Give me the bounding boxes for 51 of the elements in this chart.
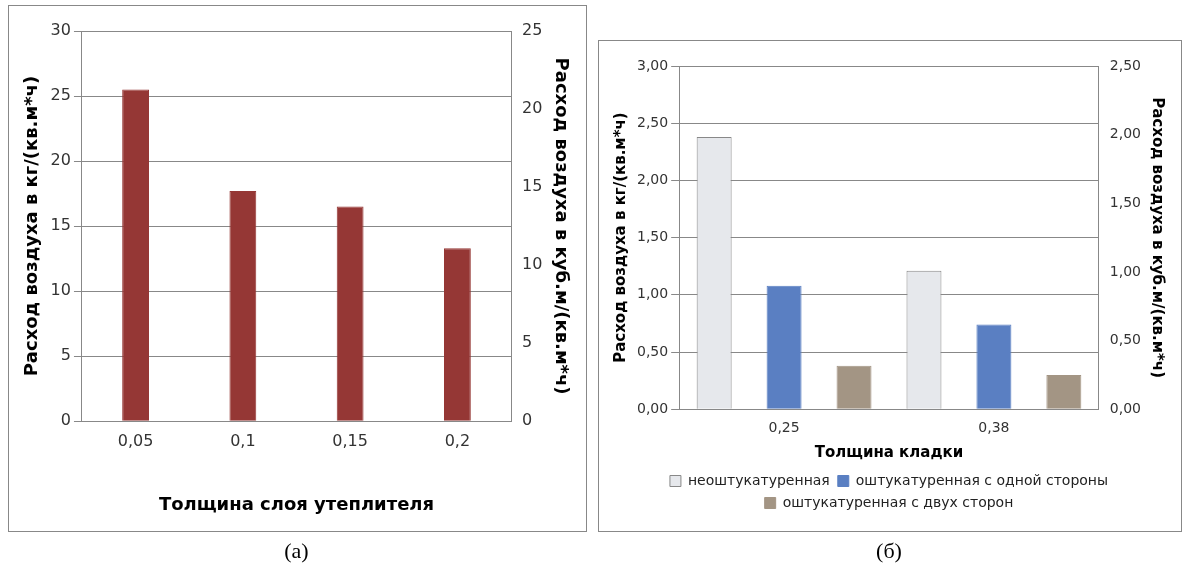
y-tick-label: 0,50 <box>637 342 669 359</box>
y-tick-label: 0 <box>60 410 71 430</box>
bar <box>444 248 471 421</box>
legend-label: оштукатуренная с одной стороны <box>855 471 1109 488</box>
y2-tick-label: 0,00 <box>1109 399 1141 416</box>
y2-tick-label: 0,50 <box>1109 331 1141 348</box>
x-tick-label: 0,05 <box>117 430 154 450</box>
bar <box>122 89 149 421</box>
legend-label: неоштукатуренная <box>687 471 830 488</box>
y2-tick-label: 0 <box>522 410 533 430</box>
legend-label: оштукатуренная с двух сторон <box>782 493 1014 510</box>
y-tick-label: 30 <box>50 20 71 40</box>
y-axis-title: Расход воздуха в кг/(кв.м*ч) <box>20 75 42 377</box>
bar <box>766 285 802 409</box>
y-tick-label: 10 <box>50 280 71 300</box>
y-tick-label: 5 <box>60 345 71 365</box>
y2-axis-title: Расход воздуха в куб.м/(кв.м*ч) <box>1149 97 1168 379</box>
y-tick-label: 2,00 <box>637 171 669 188</box>
y-tick-label: 2,50 <box>637 113 669 130</box>
y2-tick-label: 1,50 <box>1109 193 1141 210</box>
y2-tick-label: 15 <box>522 176 543 196</box>
y2-tick-label: 20 <box>522 98 543 118</box>
y-axis-title: Расход воздуха в кг/(кв.м*ч) <box>610 112 629 363</box>
x-axis-title: Толщина слоя утеплителя <box>158 492 435 514</box>
x-tick-label: 0,38 <box>978 419 1010 436</box>
y-tick-label: 0,00 <box>637 399 669 416</box>
bar <box>336 206 364 421</box>
y2-tick-label: 10 <box>522 254 543 274</box>
y-tick-label: 1,00 <box>637 285 669 302</box>
bar <box>976 324 1012 409</box>
y2-tick-label: 1,00 <box>1109 262 1141 279</box>
y2-axis-title: Расход воздуха в куб.м/(кв.м*ч) <box>551 57 573 395</box>
bar <box>1046 374 1082 409</box>
text: (а) <box>283 538 310 563</box>
y-tick-label: 3,00 <box>637 56 669 73</box>
y2-tick-label: 2,00 <box>1109 125 1141 142</box>
bar <box>229 190 257 421</box>
x-tick-label: 0,2 <box>444 430 471 450</box>
y2-tick-label: 25 <box>522 20 543 40</box>
y2-tick-label: 2,50 <box>1109 56 1141 73</box>
y2-tick-label: 5 <box>522 332 533 352</box>
x-tick-label: 0,25 <box>768 419 800 436</box>
y-tick-label: 20 <box>50 150 71 170</box>
x-tick-label: 0,15 <box>332 430 368 450</box>
y-tick-label: 15 <box>50 215 71 235</box>
x-tick-label: 0,1 <box>230 430 256 450</box>
text: (б) <box>875 538 903 563</box>
bar <box>836 365 872 409</box>
x-axis-title: Толщина кладки <box>814 442 964 461</box>
y-tick-label: 25 <box>50 85 71 105</box>
y-tick-label: 1,50 <box>637 228 669 245</box>
